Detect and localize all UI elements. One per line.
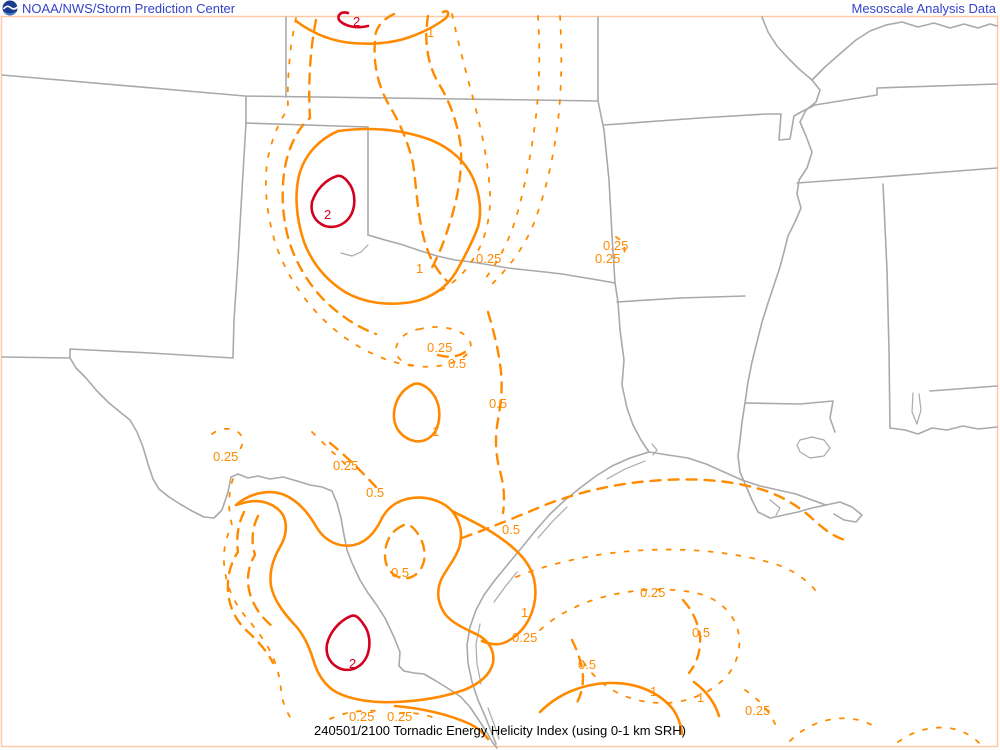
contour-label: 0.25	[745, 703, 770, 718]
rivers-coastline	[69, 16, 998, 749]
header-right-label: Mesoscale Analysis Data	[851, 1, 996, 16]
contour-label: 0.25	[595, 251, 620, 266]
contour-label: 0.25	[476, 251, 501, 266]
contour-label: 1	[697, 690, 704, 705]
contour-label: 0.5	[489, 396, 507, 411]
contour-label: 1	[427, 25, 434, 40]
contour-label: 0.5	[502, 522, 520, 537]
contour-label: 2	[324, 207, 331, 222]
contours-0-5	[226, 12, 852, 709]
state-borders	[1, 16, 998, 453]
contour-label: 0.25	[640, 585, 665, 600]
header-title-link[interactable]: NOAA/NWS/Storm Prediction Center	[22, 1, 236, 16]
contour-label: 0.25	[349, 709, 374, 724]
noaa-logo[interactable]	[2, 0, 19, 16]
map-border	[0, 15, 999, 748]
contour-label: 2	[349, 656, 356, 671]
contour-label: 1	[432, 424, 439, 439]
map-caption: 240501/2100 Tornadic Energy Helicity Ind…	[314, 723, 686, 738]
contour-label: 1	[650, 684, 657, 699]
contours-1	[234, 10, 721, 741]
contour-labels: 21210.250.250.250.250.50.510.250.250.50.…	[213, 14, 770, 724]
contour-label: 0.5	[366, 485, 384, 500]
contour-label: 1	[521, 605, 528, 620]
contour-label: 1	[416, 261, 423, 276]
contours-0-25	[211, 13, 982, 746]
contour-label: 0.25	[512, 630, 537, 645]
contour-label: 0.5	[391, 565, 409, 580]
contour-label: 0.25	[427, 340, 452, 355]
contours-2	[310, 11, 371, 672]
contour-label: 0.5	[448, 356, 466, 371]
contour-label: 0.25	[603, 238, 628, 253]
contour-label: 0.25	[213, 449, 238, 464]
contour-label: 0.5	[692, 625, 710, 640]
contour-label: 0.25	[387, 709, 412, 724]
contour-label: 0.25	[333, 458, 358, 473]
contour-label: 0.5	[578, 657, 596, 672]
contour-label: 2	[353, 14, 360, 29]
